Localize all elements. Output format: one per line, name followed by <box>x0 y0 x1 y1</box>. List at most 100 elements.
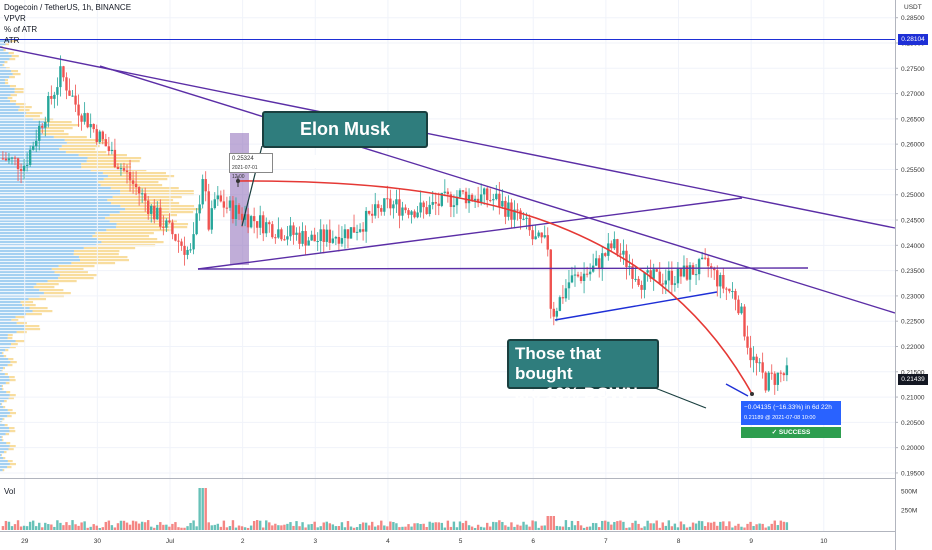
bought-callout-line2: are 16% DOWN <box>515 384 638 403</box>
vp-bar-up <box>0 130 40 133</box>
candle-body <box>534 236 537 240</box>
vp-bar-down <box>8 358 14 361</box>
peak-price: 0.25324 <box>232 156 254 162</box>
vp-bar-down <box>26 112 43 115</box>
volume-bar <box>189 522 192 530</box>
volume-bar <box>265 520 268 530</box>
candle-body <box>192 234 195 250</box>
candle-body <box>558 297 562 311</box>
candle-body <box>486 188 489 201</box>
vp-bar-up <box>0 235 93 238</box>
vp-bar-up <box>0 115 25 118</box>
volume-bar <box>228 526 232 530</box>
candle-body <box>628 266 631 268</box>
y-tick-label: 0.27000 <box>901 91 925 98</box>
y-tick-label: 0.25500 <box>901 167 925 174</box>
volume-bar <box>237 525 241 530</box>
candles <box>1 55 789 395</box>
candle-body <box>331 238 335 243</box>
volume-bar <box>706 522 710 530</box>
vp-bar-up <box>0 298 29 301</box>
indicator-atr-pct: % of ATR <box>4 25 38 34</box>
vp-bar-up <box>0 358 9 361</box>
candle-body <box>322 229 325 242</box>
candle-body <box>86 113 89 128</box>
volume-bar <box>13 524 17 530</box>
candle-body <box>41 125 44 128</box>
vp-bar-up <box>0 154 79 157</box>
vp-bar-down <box>2 418 5 421</box>
candle-body <box>579 276 583 281</box>
volume-bar <box>519 525 522 530</box>
volume-bar <box>676 527 680 530</box>
candle-body <box>767 372 770 391</box>
candle-body <box>364 210 368 232</box>
volume-bar <box>134 521 138 530</box>
vp-bar-down <box>4 61 8 64</box>
volume-bar <box>631 522 634 530</box>
volume-bar <box>204 488 207 530</box>
vp-bar-down <box>32 310 53 313</box>
volume-bar <box>498 520 501 530</box>
vp-bar-down <box>12 73 21 76</box>
candle-body <box>561 297 565 299</box>
candle-body <box>461 190 465 192</box>
vp-bar-down <box>10 100 17 103</box>
candle-body <box>446 191 450 195</box>
vp-bar-up <box>0 280 48 283</box>
vp-bar-down <box>15 103 26 106</box>
vp-bar-up <box>0 439 3 442</box>
volume-bar <box>361 522 365 530</box>
candle-body <box>374 204 377 216</box>
vp-bar-down <box>39 289 64 292</box>
candle-body <box>537 232 540 237</box>
vp-bar-down <box>11 55 19 58</box>
candle-body <box>489 200 492 202</box>
vp-bar-down <box>105 217 170 220</box>
volume-bar <box>246 527 250 530</box>
vp-bar-down <box>7 466 12 469</box>
candle-body <box>492 199 495 201</box>
vp-bar-down <box>97 238 158 241</box>
volume-bar <box>234 527 238 530</box>
vp-bar-down <box>65 151 107 154</box>
vp-bar-up <box>0 220 110 223</box>
candle-body <box>295 232 298 235</box>
vp-bar-up <box>0 100 11 103</box>
candle-body <box>352 227 356 233</box>
candle-body <box>422 202 425 208</box>
candle-body <box>737 299 740 314</box>
volume-bar <box>746 523 749 530</box>
candle-body <box>140 193 144 195</box>
candle-body <box>473 198 477 201</box>
vp-bar-up <box>0 112 27 115</box>
vp-bar-down <box>81 166 132 169</box>
vp-bar-down <box>120 193 194 196</box>
volume-bar <box>470 526 474 530</box>
volume-bar <box>670 526 674 530</box>
volume-bar <box>564 520 568 530</box>
candle-body <box>159 207 162 227</box>
y-tick-label: 0.22500 <box>901 319 925 326</box>
volume-bar <box>274 523 277 530</box>
vp-bar-down <box>36 283 59 286</box>
candle-body <box>104 139 108 147</box>
candle-body <box>640 284 643 290</box>
vp-bar-up <box>0 361 11 364</box>
volume-bar <box>383 525 386 530</box>
candle-body <box>691 265 695 275</box>
vp-bar-down <box>2 388 4 391</box>
candle-body <box>301 231 304 244</box>
y-tick-label: 0.21000 <box>901 395 925 402</box>
volume-bar <box>153 527 156 530</box>
candle-body <box>68 90 71 96</box>
volume-bar <box>174 522 177 530</box>
vp-bar-down <box>61 145 100 148</box>
candle-body <box>210 208 213 230</box>
volume-bar <box>349 526 353 530</box>
volume-bar <box>192 520 195 530</box>
candle-body <box>513 209 516 220</box>
vp-bar-down <box>49 124 80 127</box>
candle-body <box>307 240 310 246</box>
volume-bar <box>292 525 295 530</box>
